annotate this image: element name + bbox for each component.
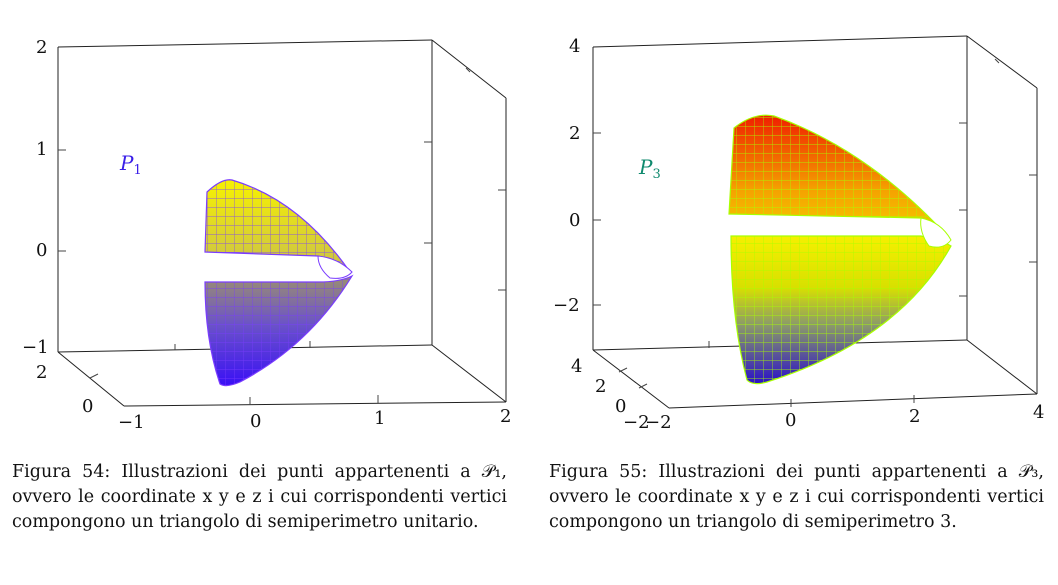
y-tick: −1 bbox=[22, 337, 49, 358]
plot-p1: 2 1 0 −1 −1 0 1 2 2 0 P1 bbox=[22, 37, 511, 433]
x-tick: −1 bbox=[118, 412, 145, 433]
y-tick: 2 bbox=[36, 37, 47, 58]
x-tick: 1 bbox=[374, 408, 385, 429]
x-tick: −2 bbox=[645, 412, 672, 433]
y-tick: 2 bbox=[569, 123, 580, 144]
y-tick: 4 bbox=[569, 36, 580, 57]
depth-tick: 2 bbox=[36, 362, 47, 383]
y-tick: −2 bbox=[553, 295, 580, 316]
depth-tick: 4 bbox=[571, 356, 582, 377]
surface-p1 bbox=[204, 179, 354, 387]
depth-tick: −2 bbox=[623, 412, 650, 433]
depth-tick: 0 bbox=[82, 396, 93, 417]
y-tick: 0 bbox=[569, 210, 580, 231]
y-tick: 1 bbox=[36, 139, 47, 160]
x-tick: 4 bbox=[1033, 402, 1044, 423]
x-tick: 0 bbox=[785, 410, 796, 431]
caption-text: Illustrazioni dei punti appartenenti a 𝒫… bbox=[12, 462, 507, 532]
caption-55: Figura 55: Illustrazioni dei punti appar… bbox=[549, 460, 1044, 535]
depth-tick: 0 bbox=[615, 396, 626, 417]
surface-p3 bbox=[728, 114, 952, 385]
caption-prefix: Figura 54: bbox=[12, 462, 111, 482]
caption-54: Figura 54: Illustrazioni dei punti appar… bbox=[12, 460, 507, 535]
x-tick: 0 bbox=[250, 411, 261, 432]
tick-marks bbox=[58, 67, 506, 405]
surface-label: P3 bbox=[638, 155, 661, 182]
plot-p3: 4 2 0 −2 −2 0 2 4 4 2 0 −2 P3 bbox=[553, 35, 1044, 433]
y-tick: 0 bbox=[36, 240, 47, 261]
tick-marks bbox=[593, 58, 1037, 407]
figure-55: 4 2 0 −2 −2 0 2 4 4 2 0 −2 P3 Figura 55:… bbox=[529, 0, 1058, 585]
x-tick: 2 bbox=[909, 406, 920, 427]
figure-54: 2 1 0 −1 −1 0 1 2 2 0 P1 Figura 54: Illu… bbox=[12, 37, 511, 535]
surface-label: P1 bbox=[119, 151, 142, 178]
depth-tick: 2 bbox=[595, 376, 606, 397]
caption-text: Illustrazioni dei punti appartenenti a 𝒫… bbox=[549, 462, 1044, 532]
caption-prefix: Figura 55: bbox=[549, 462, 648, 482]
x-tick: 2 bbox=[500, 406, 511, 427]
